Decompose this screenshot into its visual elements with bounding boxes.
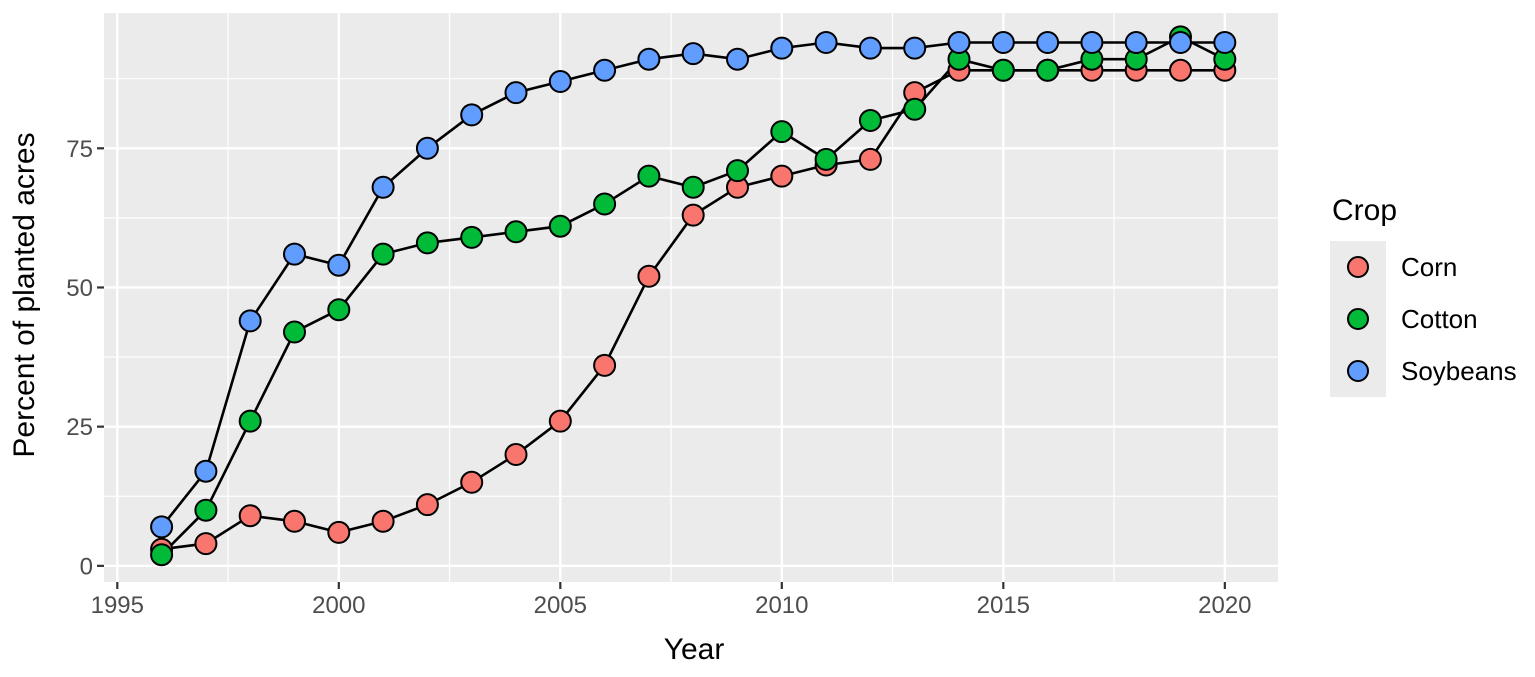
data-point-cotton	[637, 164, 661, 188]
legend: Crop Corn Cotton Soybeans	[1330, 196, 1517, 397]
data-point-soybeans	[283, 242, 306, 266]
data-point-corn	[593, 353, 617, 377]
data-point-soybeans	[371, 175, 395, 199]
x-tick-label: 2015	[977, 592, 1030, 619]
data-point-corn	[770, 164, 794, 188]
data-point-soybeans	[415, 136, 439, 160]
data-point-soybeans	[858, 36, 882, 60]
data-point-soybeans	[726, 47, 749, 71]
data-point-soybeans	[1080, 31, 1104, 54]
data-point-soybeans	[504, 81, 528, 105]
legend-title: Crop	[1332, 194, 1398, 227]
legend-key-box	[1330, 241, 1386, 293]
data-point-soybeans	[1169, 31, 1192, 54]
x-tick-label: 2000	[312, 592, 365, 619]
data-point-soybeans	[814, 31, 838, 54]
data-point-cotton	[903, 97, 927, 121]
legend-item-soybeans: Soybeans	[1330, 345, 1517, 397]
data-point-corn	[327, 520, 351, 544]
data-point-corn	[194, 532, 218, 556]
y-tick-label: 50	[66, 275, 93, 302]
data-point-corn	[460, 470, 484, 494]
data-point-cotton	[814, 147, 838, 171]
data-point-soybeans	[548, 70, 572, 93]
data-point-soybeans	[1036, 31, 1060, 54]
data-point-cotton	[327, 298, 351, 322]
legend-label-corn: Corn	[1401, 251, 1458, 282]
x-tick-label: 1995	[91, 592, 144, 619]
data-point-cotton	[681, 175, 705, 199]
data-point-soybeans	[1213, 31, 1237, 54]
data-point-corn	[371, 509, 395, 533]
data-point-corn	[238, 504, 262, 528]
data-point-cotton	[415, 231, 439, 255]
data-point-cotton	[770, 120, 794, 144]
data-point-corn	[858, 147, 882, 171]
data-point-corn	[681, 203, 705, 227]
legend-keys: Corn Cotton Soybeans	[1330, 241, 1517, 397]
data-point-corn	[415, 493, 439, 517]
data-point-cotton	[460, 225, 484, 249]
data-point-cotton	[593, 192, 617, 216]
data-point-cotton	[858, 109, 882, 132]
data-point-soybeans	[194, 459, 218, 483]
data-point-soybeans	[1124, 31, 1148, 54]
data-point-cotton	[726, 159, 749, 183]
data-point-cotton	[548, 214, 572, 238]
data-point-soybeans	[903, 36, 927, 60]
data-point-soybeans	[770, 36, 794, 60]
plot-panel	[104, 13, 1278, 582]
plot-layer: 1995 2000 2005 2010 2015 2020 0 25 50 75	[66, 13, 1278, 619]
cotton-marker-icon	[1347, 308, 1369, 330]
data-point-soybeans	[327, 253, 351, 277]
soybeans-marker-icon	[1347, 360, 1369, 382]
corn-marker-icon	[1347, 256, 1369, 278]
legend-label-cotton: Cotton	[1401, 303, 1478, 334]
data-point-corn	[548, 409, 572, 433]
y-tick-label: 75	[66, 136, 93, 163]
data-point-corn	[504, 443, 528, 466]
legend-key-box	[1330, 345, 1386, 397]
data-point-soybeans	[991, 31, 1015, 54]
data-point-cotton	[238, 409, 262, 433]
x-tick-label: 2005	[534, 592, 587, 619]
legend-key-box	[1330, 293, 1386, 345]
data-point-soybeans	[150, 515, 174, 539]
data-point-cotton	[194, 498, 218, 522]
data-point-cotton	[150, 543, 174, 567]
legend-item-cotton: Cotton	[1330, 293, 1517, 345]
data-point-soybeans	[238, 309, 262, 333]
data-point-cotton	[1036, 58, 1060, 82]
data-point-cotton	[504, 220, 528, 244]
y-tick-label: 25	[66, 414, 93, 441]
y-tick-label: 0	[80, 553, 93, 580]
data-point-soybeans	[637, 47, 661, 71]
data-point-corn	[1169, 58, 1192, 82]
data-point-soybeans	[460, 103, 484, 127]
x-tick-label: 2010	[755, 592, 808, 619]
data-point-soybeans	[947, 31, 971, 54]
legend-item-corn: Corn	[1330, 241, 1517, 293]
x-tick-label: 2020	[1198, 592, 1251, 619]
data-point-corn	[283, 509, 306, 533]
legend-label-soybeans: Soybeans	[1401, 355, 1517, 386]
y-axis-title: Percent of planted acres	[8, 132, 41, 457]
x-axis-title: Year	[664, 633, 725, 666]
data-point-cotton	[991, 58, 1015, 82]
data-point-cotton	[283, 320, 306, 344]
data-point-soybeans	[681, 42, 705, 66]
data-point-cotton	[371, 242, 395, 266]
data-point-soybeans	[593, 58, 617, 82]
data-point-corn	[637, 264, 661, 288]
